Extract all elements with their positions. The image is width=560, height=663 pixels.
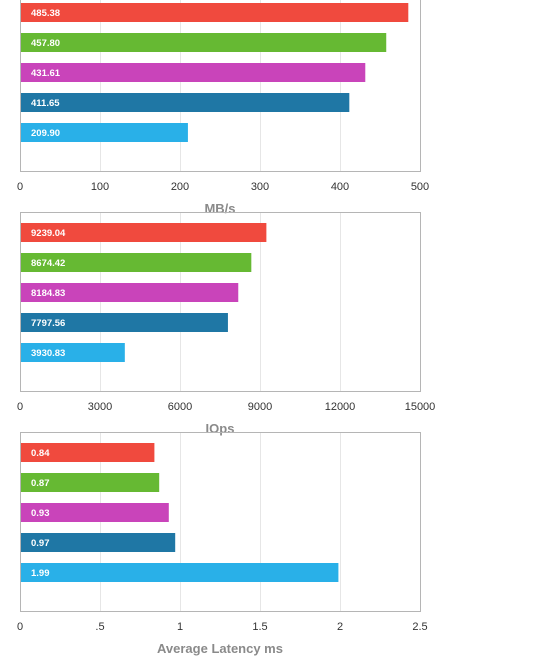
bar xyxy=(21,533,176,552)
bar xyxy=(21,473,160,492)
x-tick-label: 100 xyxy=(91,181,109,193)
bar-value-label: 457.80 xyxy=(31,38,60,49)
bar-value-label: 209.90 xyxy=(31,128,60,139)
x-tick-label: 0 xyxy=(17,621,23,633)
bar xyxy=(21,123,188,142)
x-tick-label: 12000 xyxy=(325,401,356,413)
x-tick-label: 6000 xyxy=(168,401,192,413)
bar xyxy=(21,343,125,362)
x-tick-label: 0 xyxy=(17,181,23,193)
x-tick-label: 300 xyxy=(251,181,269,193)
x-tick-label: 9000 xyxy=(248,401,272,413)
bar-value-label: 0.93 xyxy=(31,508,50,519)
x-tick-label: 2 xyxy=(337,621,343,633)
bar-value-label: 8674.42 xyxy=(31,258,65,269)
x-tick-label: 2.5 xyxy=(412,621,427,633)
x-tick-label: 3000 xyxy=(88,401,112,413)
bar xyxy=(21,3,409,22)
bar xyxy=(21,253,252,272)
bar-value-label: 411.65 xyxy=(31,98,60,109)
x-tick-label: 15000 xyxy=(405,401,436,413)
x-tick-label: 0 xyxy=(17,401,23,413)
bar xyxy=(21,33,387,52)
bar-value-label: 1.99 xyxy=(31,568,50,579)
plot-frame xyxy=(20,212,421,392)
bar-value-label: 0.97 xyxy=(31,538,50,549)
bar-value-label: 7797.56 xyxy=(31,318,65,329)
bar-value-label: 0.87 xyxy=(31,478,50,489)
bar xyxy=(21,503,169,522)
x-tick-label: 1.5 xyxy=(252,621,267,633)
chart-1: 485.38 457.80 431.61 411.65 209.90 0 100 200 300… xyxy=(17,0,429,216)
plot-frame xyxy=(20,432,421,612)
x-tick-label: 500 xyxy=(411,181,429,193)
bar-value-label: 485.38 xyxy=(31,8,60,19)
chart-2: 9239.04 8674.42 8184.83 7797.56 3930.83 0 3000… xyxy=(17,212,435,436)
bar xyxy=(21,63,366,82)
x-axis-label: MB/s xyxy=(204,201,235,216)
bar-value-label: 9239.04 xyxy=(31,228,66,239)
x-tick-label: .5 xyxy=(95,621,104,633)
bar xyxy=(21,223,267,242)
bar xyxy=(21,93,350,112)
chart-3: 0.84 0.87 0.93 0.97 1.99 0 .5 1 1.5 2 2.5 Average L… xyxy=(17,432,428,656)
x-axis-label: Average Latency ms xyxy=(157,641,283,656)
bar-value-label: 431.61 xyxy=(31,68,61,79)
x-tick-label: 400 xyxy=(331,181,349,193)
bar-value-label: 8184.83 xyxy=(31,288,65,299)
x-tick-label: 1 xyxy=(177,621,183,633)
bar-value-label: 0.84 xyxy=(31,448,50,459)
plot-frame xyxy=(20,0,421,172)
bar xyxy=(21,443,155,462)
x-axis-label: IOps xyxy=(206,421,235,436)
bar xyxy=(21,283,239,302)
bar-value-label: 3930.83 xyxy=(31,348,65,359)
bar xyxy=(21,313,228,332)
x-tick-label: 200 xyxy=(171,181,189,193)
bar xyxy=(21,563,339,582)
